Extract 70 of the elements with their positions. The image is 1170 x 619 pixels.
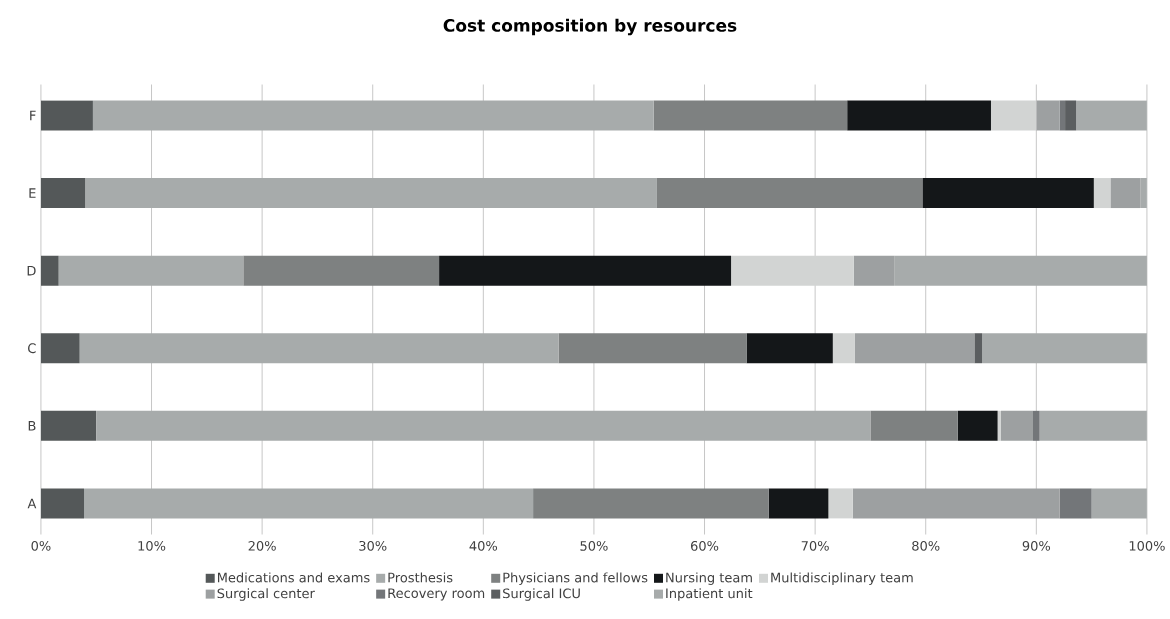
bar [1033,410,1040,441]
bar [439,255,732,286]
y-tick-label: B [28,421,36,431]
x-tick-label: 30% [359,540,387,551]
bar [731,255,854,286]
bar [1000,410,1033,441]
bar [982,333,1147,364]
x-tick-label: 10% [138,540,166,551]
bar [828,488,853,519]
bar [852,488,1060,519]
legend-label: Nursing team [666,572,752,585]
legend-label: Prosthesis [388,572,453,583]
bar [1093,178,1111,209]
bar [1059,100,1066,131]
bar [1076,100,1147,131]
legend-label: Physicians and fellows [503,572,648,585]
legend-label: Surgical ICU [503,588,580,601]
y-tick-label: C [28,343,36,354]
legend-label: Medications and exams [217,572,370,583]
x-tick-label: 70% [801,540,829,551]
bar [79,333,559,364]
bar [1091,488,1147,519]
x-tick-label: 40% [469,540,498,551]
chart-title: Cost composition by resources [443,18,737,36]
bar [40,178,86,209]
legend-label: Recovery room [388,588,485,601]
bar [40,100,93,131]
bar [847,100,991,131]
x-tick-label: 80% [912,540,940,551]
bar [957,410,998,441]
bar [96,410,871,441]
bar [243,255,440,286]
bar [40,410,97,441]
y-tick-label: F [30,110,36,121]
legend-label: Surgical center [217,588,315,601]
x-tick-label: 60% [690,540,719,551]
bar [533,488,769,519]
bar [92,100,654,131]
bar [40,488,85,519]
bar [1059,488,1092,519]
bar [870,410,958,441]
legend-label: Inpatient unit [666,588,753,601]
bar [768,488,829,519]
x-tick-label: 50% [580,540,608,551]
x-tick-label: 0% [31,540,51,551]
bar [656,178,923,209]
bar [85,178,657,209]
bar [746,333,833,364]
bar [653,100,848,131]
x-tick-label: 100% [1129,540,1165,551]
y-tick-label: A [27,498,37,509]
bar [922,178,1094,209]
y-tick-label: E [29,188,36,198]
bar [974,333,983,364]
bar [832,333,855,364]
bar [40,333,80,364]
bar [40,255,59,286]
bar [84,488,534,519]
bar [854,333,975,364]
x-tick-label: 20% [248,540,276,551]
bar [558,333,747,364]
bar [990,100,1037,131]
bar [1039,410,1147,441]
y-tick-label: D [27,265,36,276]
bar [1036,100,1060,131]
x-tick-label: 90% [1022,540,1051,551]
bar [1065,100,1077,131]
bar [58,255,244,286]
bar [997,410,1001,441]
legend-label: Multidisciplinary team [771,572,913,585]
